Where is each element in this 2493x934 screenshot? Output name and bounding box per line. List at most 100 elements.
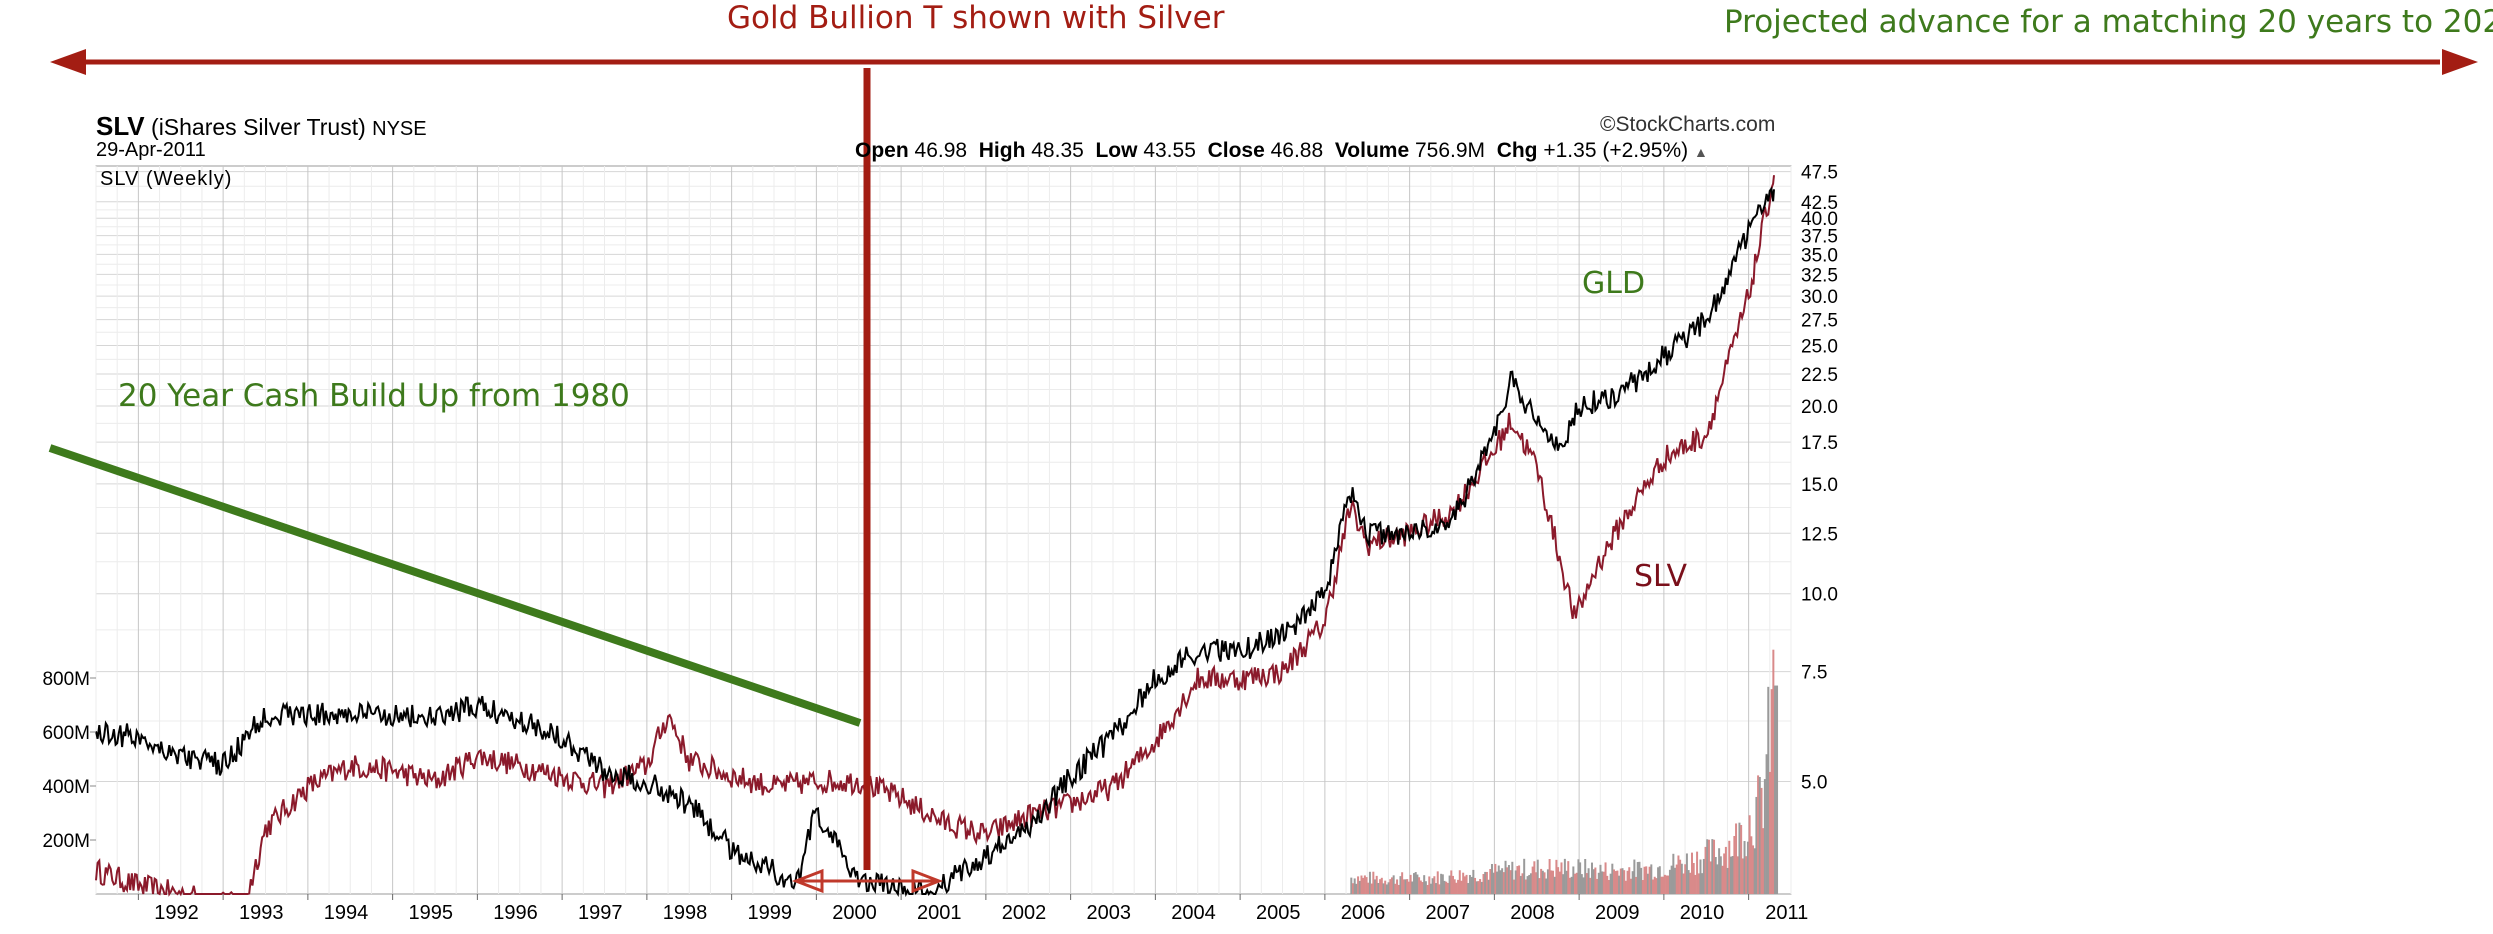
slv-label: SLV	[1634, 559, 1687, 594]
volume-bar	[1697, 873, 1700, 894]
open-value: 46.98	[914, 139, 968, 162]
chg-label: Chg	[1496, 139, 1538, 162]
volume-bar	[1435, 883, 1438, 894]
volume-bar	[1457, 879, 1460, 894]
volume-bar	[1726, 867, 1729, 894]
header-symbol-line: SLV (iShares Silver Trust) NYSE	[96, 111, 427, 142]
grid	[95, 166, 1792, 894]
volume-bar	[1660, 876, 1663, 894]
volume-bar	[1692, 862, 1695, 894]
volume-bar	[1750, 836, 1753, 894]
volume-tick-label: 200M	[42, 831, 90, 852]
volume-bar	[1396, 879, 1399, 894]
volume-bar	[1628, 867, 1631, 894]
volume-bar	[1529, 873, 1532, 894]
volume-bar	[1546, 869, 1549, 894]
volume-bar	[1497, 865, 1500, 894]
volume-bar	[1729, 856, 1732, 894]
volume-bar	[1462, 872, 1465, 894]
volume-bar	[1552, 870, 1555, 894]
volume-bar	[1653, 876, 1656, 894]
y-tick-label: 20.0	[1801, 397, 1838, 418]
volume-bar	[1606, 875, 1609, 894]
y-tick-label: 10.0	[1801, 585, 1838, 606]
volume-bar	[1658, 866, 1661, 894]
volume-bar	[1506, 867, 1509, 894]
volume-bar	[1602, 871, 1605, 894]
x-tick-label: 2006	[1341, 902, 1386, 924]
volume-bar	[1433, 876, 1436, 894]
x-tick-label: 1996	[493, 902, 538, 924]
volume-bar	[1568, 877, 1571, 894]
volume-bar	[1382, 883, 1385, 894]
volume-bar	[1714, 857, 1717, 894]
y-tick-label: 42.5	[1801, 193, 1838, 214]
volume-bar	[1772, 649, 1775, 894]
volume-bar	[1624, 880, 1627, 894]
volume-bar	[1655, 878, 1658, 894]
volume-bar	[1689, 872, 1692, 894]
volume-bar	[1763, 779, 1766, 894]
volume-bar	[1677, 855, 1680, 894]
volume-bar	[1709, 861, 1712, 894]
x-tick-label: 2008	[1510, 902, 1555, 924]
volume-bar	[1665, 875, 1668, 894]
volume-bar	[1757, 775, 1760, 894]
x-tick-label: 2009	[1595, 902, 1640, 924]
volume-bar	[1374, 879, 1377, 894]
volume-bar	[1670, 865, 1673, 894]
volume-bar	[1394, 883, 1397, 894]
x-tick-label: 2005	[1256, 902, 1301, 924]
volume-bar	[1470, 876, 1473, 894]
volume-bar	[1414, 872, 1417, 894]
top-title: Gold Bullion T shown with Silver	[727, 0, 1225, 36]
volume-bar	[1765, 754, 1768, 894]
x-tick-label: 1997	[578, 902, 623, 924]
volume-bar	[1465, 874, 1468, 894]
volume-bar	[1652, 879, 1655, 894]
volume-bar	[1372, 871, 1375, 894]
volume-bar	[1401, 872, 1404, 894]
y-axis: 47.5 42.540.037.535.032.530.0 27.5 25.0 22.5…	[1801, 163, 1838, 794]
volume-bar	[1480, 881, 1483, 894]
volume-bar	[1514, 870, 1517, 894]
volume-bar	[1468, 875, 1471, 894]
volume-bar	[1767, 686, 1770, 894]
volume-bar	[1762, 828, 1765, 894]
volume-bar	[1409, 874, 1412, 894]
gld-series-line	[95, 186, 1775, 898]
volume-bar	[1370, 883, 1373, 894]
volume-bar	[1467, 883, 1470, 894]
low-label: Low	[1095, 139, 1138, 162]
volume-bar	[1721, 865, 1724, 894]
volume-bar	[1738, 822, 1741, 894]
volume-bar	[1604, 862, 1607, 894]
volume-bar	[1397, 884, 1400, 894]
volume-axis: 800M 600M 400M 200M	[42, 669, 96, 852]
volume-bar	[1672, 853, 1675, 894]
volume-bar	[1516, 866, 1519, 894]
y-tick-label: 25.0	[1801, 337, 1838, 358]
volume-bar	[1507, 865, 1510, 894]
volume-bar	[1723, 853, 1726, 894]
volume-bar	[1441, 874, 1444, 894]
volume-bar	[1699, 859, 1702, 894]
volume-bar	[1557, 867, 1560, 894]
volume-bar	[1535, 872, 1538, 894]
stockcharts-credit: ©StockCharts.com	[1600, 113, 1776, 136]
volume-bar	[1613, 869, 1616, 894]
volume-bar	[1645, 866, 1648, 894]
chg-value: +1.35 (+2.95%)	[1543, 139, 1689, 162]
volume-bar	[1490, 863, 1493, 894]
volume-bar	[1621, 868, 1624, 894]
volume-bar	[1384, 880, 1387, 894]
volume-bar	[1741, 858, 1744, 894]
high-value: 48.35	[1031, 139, 1084, 162]
slv-series-line	[95, 175, 1775, 897]
low-value: 43.55	[1143, 139, 1196, 162]
volume-bar	[1524, 879, 1527, 894]
volume-bar	[1358, 880, 1361, 894]
trend-line	[48, 444, 862, 727]
series-lines	[95, 175, 1775, 898]
